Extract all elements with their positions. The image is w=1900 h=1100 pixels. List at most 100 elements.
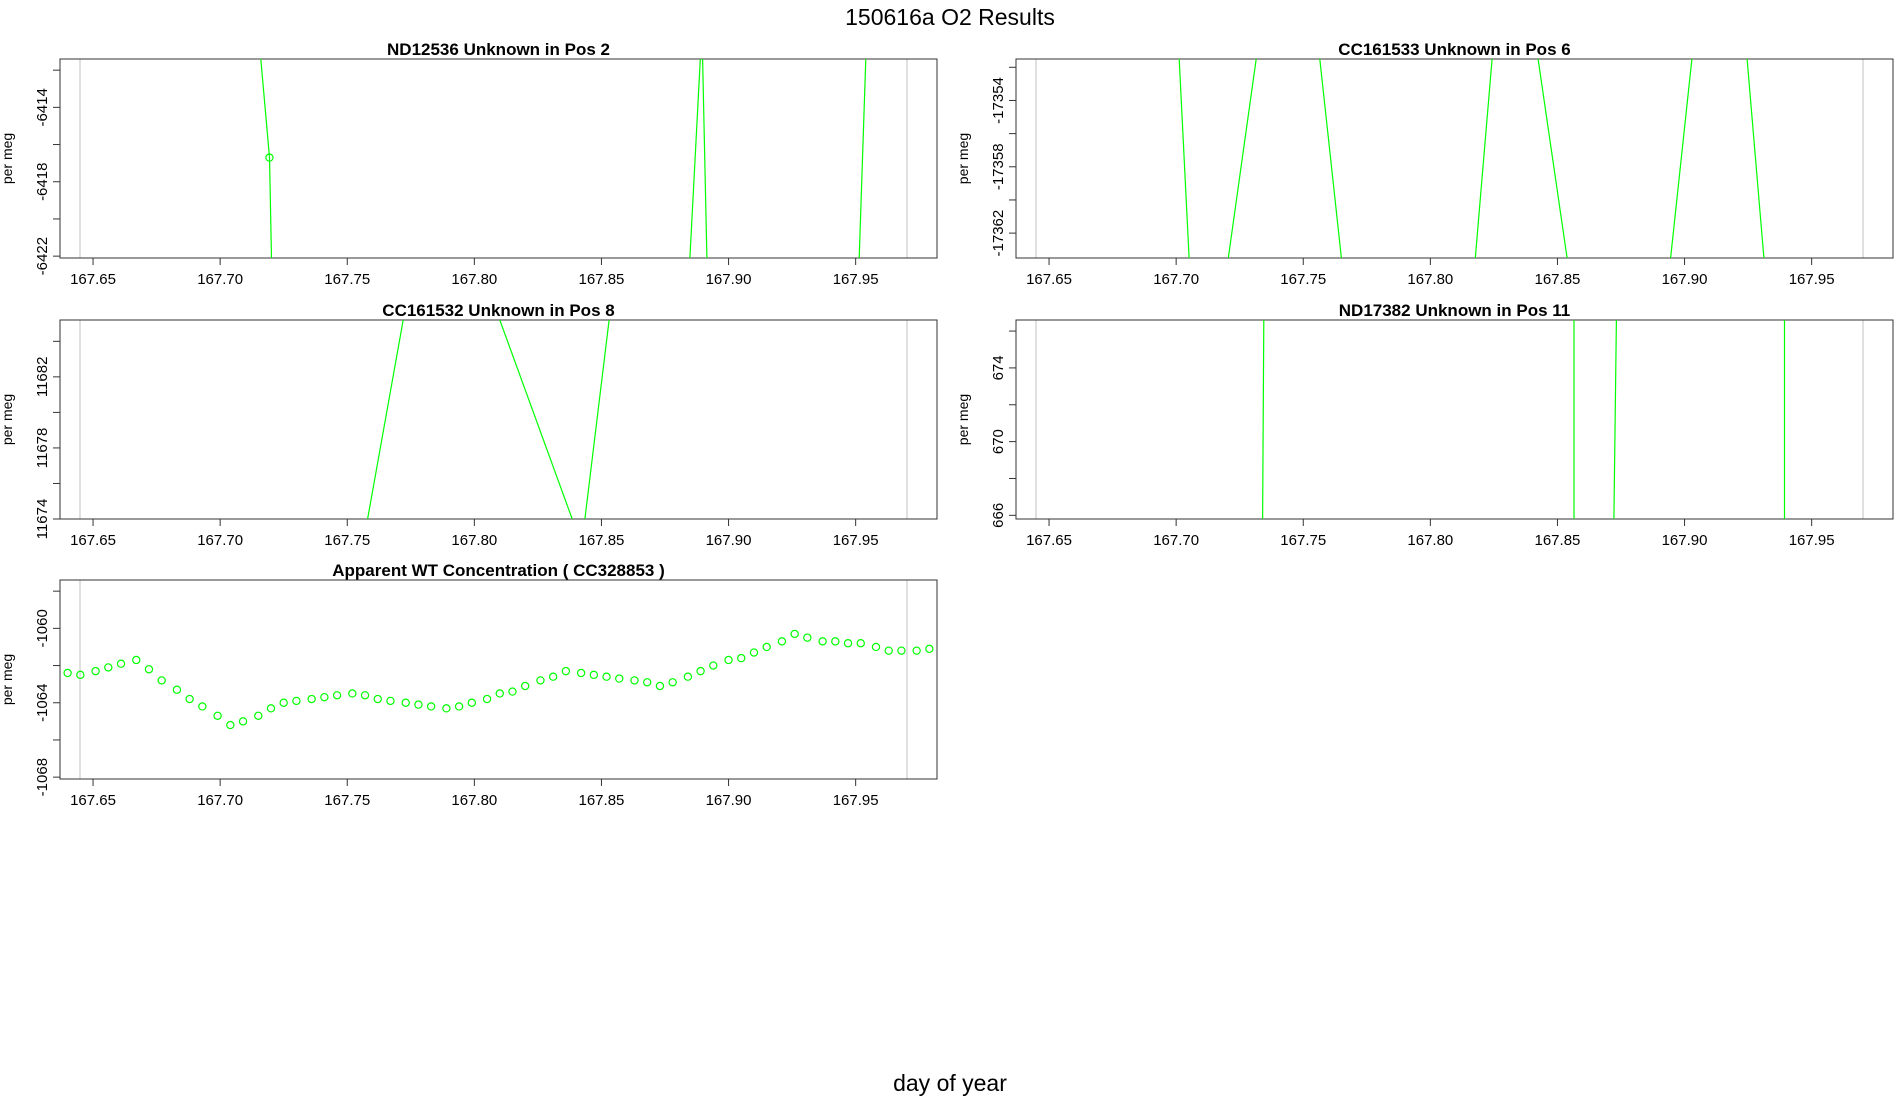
series-line xyxy=(1474,59,1493,258)
data-point xyxy=(790,629,799,639)
data-layer xyxy=(367,320,610,519)
x-tick-label: 167.90 xyxy=(706,792,752,809)
data-point xyxy=(762,642,771,652)
x-tick-label: 167.70 xyxy=(197,792,243,809)
series-line xyxy=(1537,59,1568,258)
panel-title: ND17382 Unknown in Pos 11 xyxy=(1339,301,1570,320)
data-point xyxy=(724,655,733,665)
data-point xyxy=(643,678,652,687)
data-point xyxy=(737,653,746,663)
data-point xyxy=(266,704,276,713)
x-tick-label: 167.65 xyxy=(1026,271,1072,288)
data-point xyxy=(548,672,558,681)
x-axis-label: day of year xyxy=(893,1070,1007,1096)
plot-frame xyxy=(59,579,938,780)
data-point xyxy=(320,692,329,702)
data-point xyxy=(871,642,881,652)
y-axis-label: per meg xyxy=(0,133,15,184)
plot-frame xyxy=(59,58,938,259)
y-tick-label: 11674 xyxy=(34,499,51,540)
x-tick-label: 167.95 xyxy=(833,532,879,549)
data-point xyxy=(843,639,853,648)
y-tick-label: 670 xyxy=(990,429,1007,454)
figure-title: 150616a O2 Results xyxy=(845,4,1055,30)
data-point xyxy=(360,691,370,700)
x-tick-label: 167.75 xyxy=(1280,532,1326,549)
data-point xyxy=(116,659,126,668)
y-tick-label: 666 xyxy=(990,503,1007,528)
series-line xyxy=(702,59,708,258)
data-point xyxy=(482,694,492,704)
data-point xyxy=(265,153,274,162)
x-tick-label: 167.85 xyxy=(579,532,625,549)
panel-nd12536: ND12536 Unknown in Pos 2 167.65 167.70 167.… xyxy=(0,40,938,288)
data-point xyxy=(401,698,410,707)
data-point xyxy=(897,646,906,655)
panel-title: CC161533 Unknown in Pos 6 xyxy=(1338,40,1570,59)
y-tick-label: -1064 xyxy=(34,684,51,722)
data-point xyxy=(831,637,840,646)
y-axis-label: per meg xyxy=(955,133,971,184)
data-point xyxy=(520,681,530,691)
data-point xyxy=(254,711,263,720)
data-point xyxy=(630,676,639,685)
data-point xyxy=(454,702,464,711)
series-line xyxy=(858,59,867,258)
y-tick-label: -6418 xyxy=(34,163,51,201)
data-layer xyxy=(1178,59,1765,258)
data-point xyxy=(132,655,141,665)
data-point xyxy=(332,691,342,700)
series-line xyxy=(1178,59,1190,258)
data-layer xyxy=(1261,320,1786,519)
x-tick-label: 167.70 xyxy=(197,532,243,549)
data-point xyxy=(104,663,113,672)
y-tick-label: -1060 xyxy=(34,609,51,647)
panel-cc161533: CC161533 Unknown in Pos 6 167.65 167.70 167… xyxy=(955,40,1894,288)
series-line xyxy=(367,320,404,519)
data-point xyxy=(213,711,222,720)
data-point xyxy=(198,702,207,711)
x-tick-label: 167.85 xyxy=(579,271,625,288)
data-point xyxy=(749,648,759,657)
data-point xyxy=(144,665,154,674)
y-axis-label: per meg xyxy=(0,394,15,445)
x-tick-label: 167.65 xyxy=(70,792,116,809)
data-point xyxy=(602,672,611,681)
x-tick-label: 167.65 xyxy=(70,271,116,288)
x-tick-label: 167.80 xyxy=(451,271,497,288)
x-tick-label: 167.90 xyxy=(706,532,752,549)
data-point xyxy=(238,717,248,726)
x-tick-label: 167.80 xyxy=(1407,532,1453,549)
data-point xyxy=(655,681,665,691)
data-point xyxy=(925,644,934,654)
data-point xyxy=(508,687,517,696)
x-tick-label: 167.70 xyxy=(197,271,243,288)
x-tick-label: 167.90 xyxy=(1662,271,1708,288)
series-line xyxy=(499,320,573,519)
data-point xyxy=(884,646,893,655)
data-point xyxy=(803,633,812,642)
data-point xyxy=(442,704,451,713)
plot-frame xyxy=(59,319,938,520)
x-tick-label: 167.75 xyxy=(324,792,370,809)
y-tick-label: 11678 xyxy=(34,428,51,469)
x-tick-label: 167.80 xyxy=(1407,271,1453,288)
y-tick-label: -1068 xyxy=(34,758,51,796)
x-tick-label: 167.65 xyxy=(1026,532,1072,549)
y-tick-label: -6422 xyxy=(34,237,51,275)
data-point xyxy=(589,670,599,680)
panel-title: Apparent WT Concentration ( CC328853 ) xyxy=(332,561,665,580)
data-point xyxy=(63,668,72,678)
data-point xyxy=(683,672,693,681)
plot-frame xyxy=(1015,58,1894,259)
series-line xyxy=(1613,320,1617,519)
x-tick-label: 167.80 xyxy=(451,792,497,809)
y-tick-label: -6414 xyxy=(34,88,51,126)
panel-title: CC161532 Unknown in Pos 8 xyxy=(382,301,614,320)
data-point xyxy=(709,661,718,670)
data-point xyxy=(307,694,316,704)
data-point xyxy=(373,694,382,704)
data-point xyxy=(172,685,182,694)
data-point xyxy=(91,666,100,676)
